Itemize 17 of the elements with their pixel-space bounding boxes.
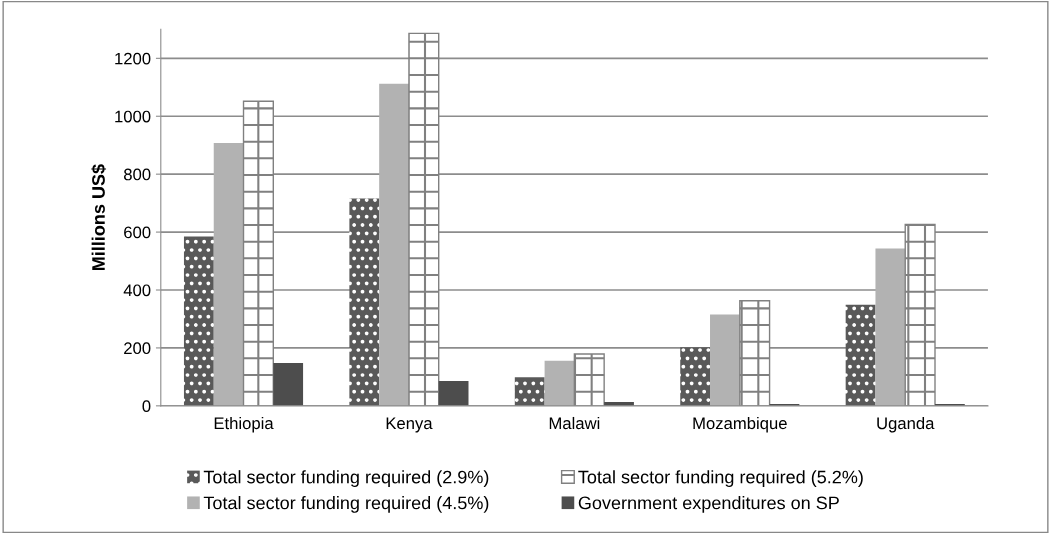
x-tick-label: Ethiopia bbox=[214, 416, 274, 433]
y-tick-label: 0 bbox=[142, 400, 151, 413]
y-tick-label: 1000 bbox=[115, 110, 151, 123]
x-tick-label: Uganda bbox=[877, 416, 935, 433]
y-tick-label: 400 bbox=[123, 284, 151, 297]
y-tick-label: 600 bbox=[124, 226, 151, 239]
y-axis-title: Millions US$ bbox=[91, 164, 107, 271]
x-tick-label: Mozambique bbox=[693, 416, 787, 433]
legend-label: Government expenditures on SP bbox=[578, 496, 839, 513]
x-tick-label: Malawi bbox=[549, 416, 600, 430]
legend-label: Total sector funding required (4.5%) bbox=[203, 496, 489, 513]
legend-label: Total sector funding required (2.9%) bbox=[203, 470, 489, 487]
x-tick-label: Kenya bbox=[386, 417, 433, 433]
legend-label: Total sector funding required (5.2%) bbox=[578, 470, 863, 487]
y-tick-label: 200 bbox=[124, 342, 151, 355]
y-tick-label: 800 bbox=[124, 168, 151, 181]
y-tick-label: 1200 bbox=[115, 52, 151, 65]
